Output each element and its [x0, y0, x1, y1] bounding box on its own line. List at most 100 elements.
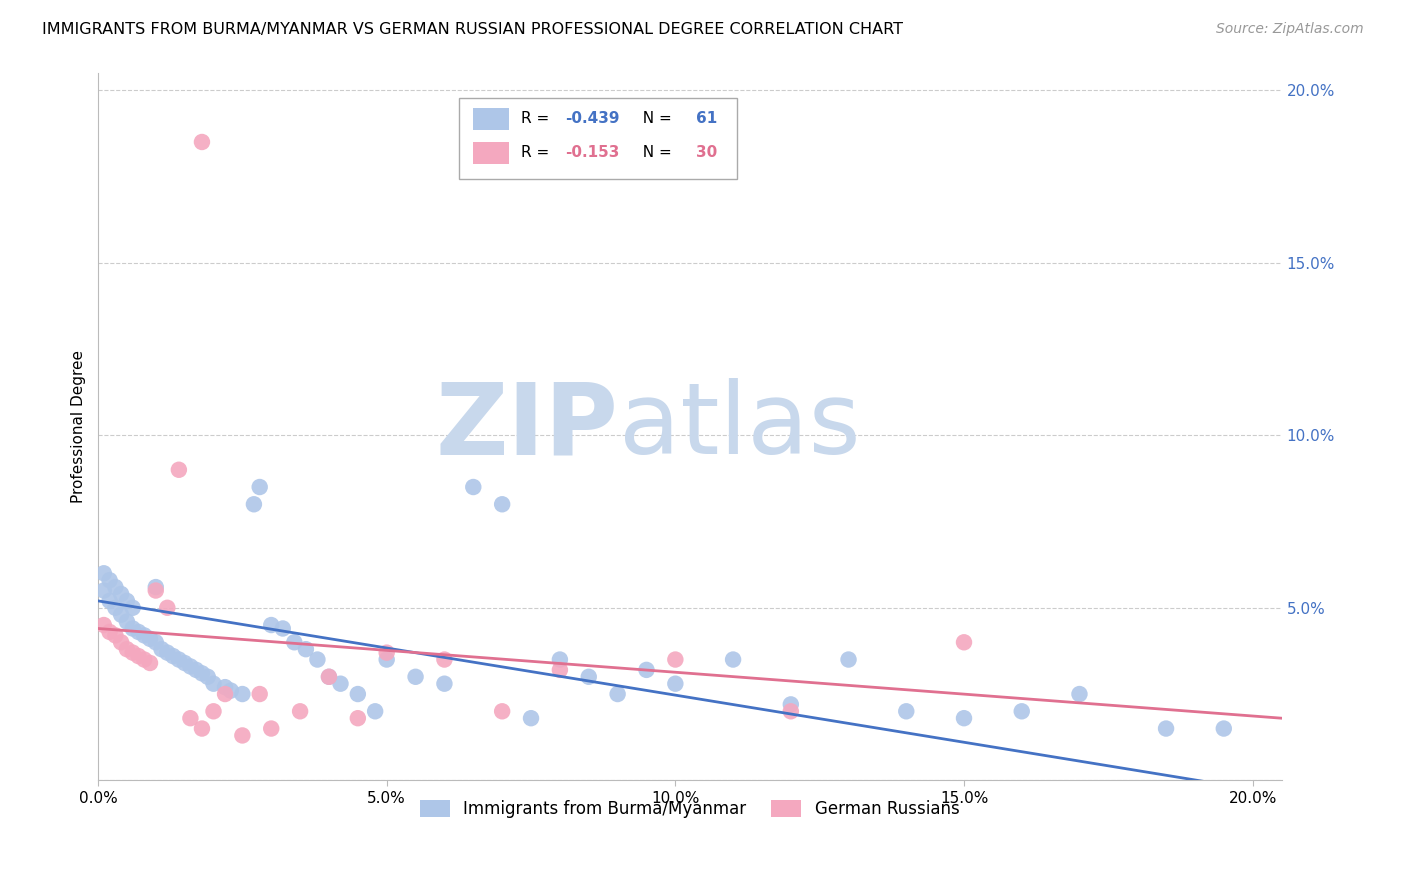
Immigrants from Burma/Myanmar — [231, 687, 253, 701]
Immigrants from Burma/Myanmar — [162, 649, 184, 664]
Immigrants from Burma/Myanmar — [115, 615, 138, 629]
German Russians — [491, 704, 513, 718]
German Russians — [779, 704, 801, 718]
Immigrants from Burma/Myanmar — [145, 635, 167, 649]
Immigrants from Burma/Myanmar — [121, 600, 143, 615]
Text: Source: ZipAtlas.com: Source: ZipAtlas.com — [1216, 22, 1364, 37]
Text: N =: N = — [633, 112, 676, 127]
FancyBboxPatch shape — [474, 108, 509, 129]
German Russians — [664, 652, 686, 666]
Immigrants from Burma/Myanmar — [156, 646, 179, 660]
German Russians — [98, 624, 121, 639]
German Russians — [375, 646, 398, 660]
Immigrants from Burma/Myanmar — [214, 680, 236, 694]
Immigrants from Burma/Myanmar — [1212, 722, 1234, 736]
German Russians — [347, 711, 370, 725]
Immigrants from Burma/Myanmar — [202, 676, 225, 690]
German Russians — [167, 463, 190, 477]
German Russians — [202, 704, 225, 718]
German Russians — [134, 652, 156, 666]
Immigrants from Burma/Myanmar — [219, 683, 242, 698]
Legend: Immigrants from Burma/Myanmar, German Russians: Immigrants from Burma/Myanmar, German Ru… — [413, 794, 966, 825]
FancyBboxPatch shape — [458, 98, 737, 179]
Immigrants from Burma/Myanmar — [93, 583, 115, 598]
German Russians — [249, 687, 271, 701]
Immigrants from Burma/Myanmar — [463, 480, 485, 494]
Immigrants from Burma/Myanmar — [134, 628, 156, 642]
Immigrants from Burma/Myanmar — [364, 704, 387, 718]
Text: -0.439: -0.439 — [565, 112, 620, 127]
Immigrants from Burma/Myanmar — [1069, 687, 1091, 701]
Immigrants from Burma/Myanmar — [186, 663, 208, 677]
Immigrants from Burma/Myanmar — [318, 670, 340, 684]
Immigrants from Burma/Myanmar — [375, 652, 398, 666]
Immigrants from Burma/Myanmar — [104, 600, 127, 615]
German Russians — [139, 656, 162, 670]
Immigrants from Burma/Myanmar — [110, 607, 132, 622]
Y-axis label: Professional Degree: Professional Degree — [72, 351, 86, 503]
Immigrants from Burma/Myanmar — [329, 676, 352, 690]
Text: ZIP: ZIP — [436, 378, 619, 475]
Immigrants from Burma/Myanmar — [779, 698, 801, 712]
German Russians — [214, 687, 236, 701]
German Russians — [145, 583, 167, 598]
Immigrants from Burma/Myanmar — [197, 670, 219, 684]
Text: -0.153: -0.153 — [565, 145, 620, 161]
Immigrants from Burma/Myanmar — [433, 676, 456, 690]
Immigrants from Burma/Myanmar — [110, 587, 132, 601]
Immigrants from Burma/Myanmar — [307, 652, 329, 666]
Immigrants from Burma/Myanmar — [548, 652, 571, 666]
Immigrants from Burma/Myanmar — [578, 670, 600, 684]
Immigrants from Burma/Myanmar — [295, 642, 318, 657]
Immigrants from Burma/Myanmar — [121, 622, 143, 636]
Immigrants from Burma/Myanmar — [139, 632, 162, 646]
German Russians — [127, 649, 149, 664]
Immigrants from Burma/Myanmar — [191, 666, 214, 681]
German Russians — [191, 135, 214, 149]
Immigrants from Burma/Myanmar — [1011, 704, 1033, 718]
Text: 30: 30 — [696, 145, 717, 161]
Immigrants from Burma/Myanmar — [98, 594, 121, 608]
German Russians — [548, 663, 571, 677]
German Russians — [953, 635, 976, 649]
Immigrants from Burma/Myanmar — [405, 670, 427, 684]
Immigrants from Burma/Myanmar — [115, 594, 138, 608]
Immigrants from Burma/Myanmar — [179, 659, 201, 673]
Text: 61: 61 — [696, 112, 717, 127]
Text: R =: R = — [520, 145, 554, 161]
Immigrants from Burma/Myanmar — [1154, 722, 1177, 736]
Immigrants from Burma/Myanmar — [104, 580, 127, 594]
Immigrants from Burma/Myanmar — [127, 624, 149, 639]
German Russians — [231, 728, 253, 742]
Text: atlas: atlas — [619, 378, 860, 475]
German Russians — [179, 711, 201, 725]
Immigrants from Burma/Myanmar — [953, 711, 976, 725]
Immigrants from Burma/Myanmar — [173, 656, 195, 670]
Text: IMMIGRANTS FROM BURMA/MYANMAR VS GERMAN RUSSIAN PROFESSIONAL DEGREE CORRELATION : IMMIGRANTS FROM BURMA/MYANMAR VS GERMAN … — [42, 22, 903, 37]
FancyBboxPatch shape — [474, 143, 509, 163]
German Russians — [104, 628, 127, 642]
German Russians — [156, 600, 179, 615]
Immigrants from Burma/Myanmar — [260, 618, 283, 632]
Immigrants from Burma/Myanmar — [93, 566, 115, 581]
German Russians — [191, 722, 214, 736]
Immigrants from Burma/Myanmar — [283, 635, 305, 649]
Text: N =: N = — [633, 145, 676, 161]
German Russians — [260, 722, 283, 736]
Immigrants from Burma/Myanmar — [98, 573, 121, 587]
Immigrants from Burma/Myanmar — [520, 711, 543, 725]
Immigrants from Burma/Myanmar — [243, 497, 266, 511]
Immigrants from Burma/Myanmar — [896, 704, 918, 718]
Immigrants from Burma/Myanmar — [271, 622, 294, 636]
Immigrants from Burma/Myanmar — [249, 480, 271, 494]
German Russians — [115, 642, 138, 657]
Immigrants from Burma/Myanmar — [150, 642, 173, 657]
German Russians — [121, 646, 143, 660]
German Russians — [288, 704, 311, 718]
German Russians — [93, 618, 115, 632]
Immigrants from Burma/Myanmar — [664, 676, 686, 690]
Text: R =: R = — [520, 112, 554, 127]
Immigrants from Burma/Myanmar — [838, 652, 860, 666]
Immigrants from Burma/Myanmar — [636, 663, 658, 677]
German Russians — [318, 670, 340, 684]
